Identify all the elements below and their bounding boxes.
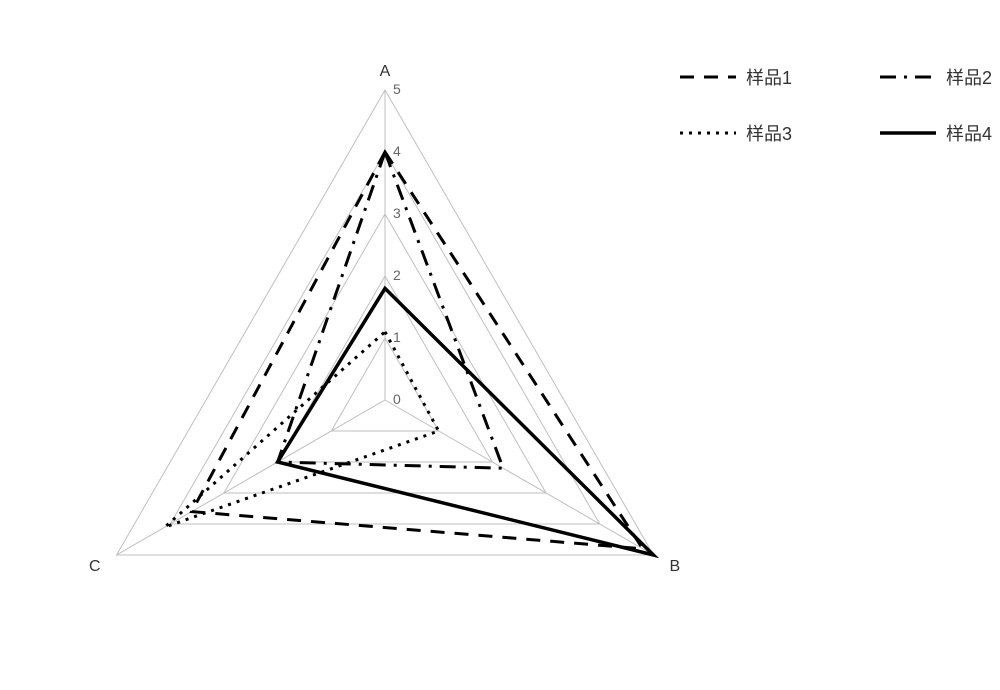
tick-label-0: 0: [393, 391, 401, 407]
legend-swatch-s2: [880, 67, 936, 87]
legend-item-s4: 样品4: [880, 120, 1000, 146]
series-s4: [278, 288, 654, 555]
legend: 样品1 样品2 样品3 样品4: [680, 64, 1000, 176]
tick-label-5: 5: [393, 81, 401, 97]
legend-item-s1: 样品1: [680, 64, 820, 90]
legend-swatch-s3: [680, 123, 736, 143]
series-s3: [165, 332, 439, 527]
tick-label-1: 1: [393, 329, 401, 345]
legend-label-s1: 样品1: [746, 64, 792, 90]
tick-label-3: 3: [393, 205, 401, 221]
legend-swatch-s1: [680, 67, 736, 87]
legend-label-s2: 样品2: [946, 64, 992, 90]
axis-label-B: B: [669, 558, 680, 575]
axis-label-C: C: [89, 558, 101, 575]
legend-item-s2: 样品2: [880, 64, 1000, 90]
tick-label-4: 4: [393, 143, 401, 159]
series-s1: [192, 152, 643, 549]
chart-stage: 0 1 2 3 4 5A B C 样品1 样品2 样品3 样品4: [0, 0, 1000, 690]
series-s2: [278, 152, 504, 468]
legend-swatch-s4: [880, 123, 936, 143]
legend-label-s3: 样品3: [746, 120, 792, 146]
axis-label-A: A: [380, 63, 391, 80]
legend-label-s4: 样品4: [946, 120, 992, 146]
tick-label-2: 2: [393, 267, 401, 283]
legend-item-s3: 样品3: [680, 120, 820, 146]
